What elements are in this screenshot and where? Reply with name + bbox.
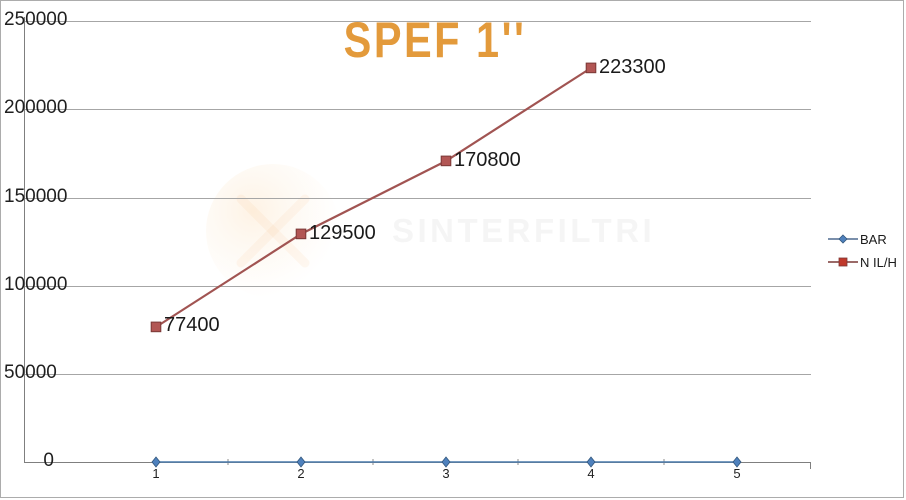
svg-text:BAR: BAR	[860, 232, 887, 247]
svg-text:N IL/H: N IL/H	[860, 255, 897, 270]
